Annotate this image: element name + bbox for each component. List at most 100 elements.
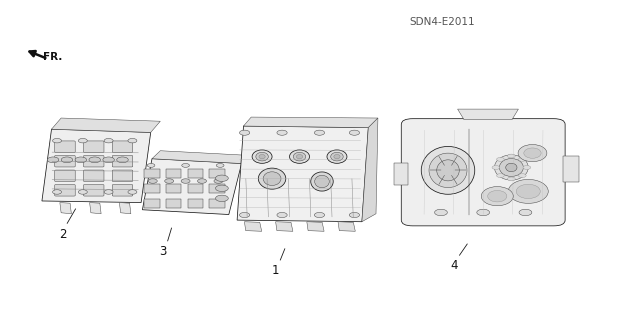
Text: FR.: FR. [43,52,62,63]
Text: 3: 3 [159,245,167,258]
Circle shape [497,158,504,161]
Ellipse shape [259,154,265,159]
Bar [563,156,579,182]
Polygon shape [60,203,71,214]
Ellipse shape [516,184,540,198]
Text: 1: 1 [271,264,279,277]
Circle shape [477,209,490,216]
Circle shape [216,164,224,167]
FancyBboxPatch shape [55,155,76,167]
FancyBboxPatch shape [55,170,76,182]
Ellipse shape [311,172,333,191]
Bar [209,184,225,193]
Circle shape [181,179,190,183]
Circle shape [52,138,61,143]
Text: SDN4-E2011: SDN4-E2011 [410,17,476,27]
Circle shape [78,138,87,143]
Polygon shape [458,109,518,120]
FancyBboxPatch shape [83,170,104,182]
Circle shape [497,174,504,177]
Circle shape [104,190,113,194]
Circle shape [198,179,207,183]
Polygon shape [338,222,355,231]
Circle shape [128,138,137,143]
Circle shape [78,190,87,194]
Circle shape [216,195,228,202]
Polygon shape [244,117,378,128]
FancyBboxPatch shape [112,185,132,196]
Text: 4: 4 [451,259,458,272]
Circle shape [435,209,447,216]
Ellipse shape [263,172,281,185]
Bar [145,184,160,193]
Circle shape [104,138,113,143]
Bar [145,169,160,178]
Circle shape [47,157,59,163]
Polygon shape [42,129,151,203]
Circle shape [182,164,189,167]
Circle shape [277,212,287,218]
Circle shape [116,157,128,163]
FancyBboxPatch shape [55,185,76,196]
Circle shape [349,212,360,218]
FancyBboxPatch shape [55,141,76,152]
FancyBboxPatch shape [112,170,132,182]
Bar [166,184,181,193]
Ellipse shape [421,146,475,194]
Circle shape [518,174,526,177]
Ellipse shape [429,153,467,188]
Ellipse shape [334,154,340,159]
Circle shape [508,177,515,181]
Circle shape [518,158,526,161]
Bar [188,169,203,178]
Ellipse shape [252,150,272,163]
Ellipse shape [331,152,343,161]
FancyBboxPatch shape [83,185,104,196]
Ellipse shape [293,152,306,161]
Circle shape [75,157,86,163]
FancyBboxPatch shape [83,155,104,167]
Polygon shape [237,126,369,222]
Bar [166,199,181,208]
Circle shape [216,175,228,182]
Ellipse shape [495,155,528,180]
Ellipse shape [524,148,541,158]
Polygon shape [119,203,131,214]
Ellipse shape [259,168,286,189]
FancyBboxPatch shape [83,141,104,152]
Circle shape [128,190,137,194]
Circle shape [239,212,250,218]
Bar [145,199,160,208]
Circle shape [214,179,223,183]
Ellipse shape [289,150,310,163]
Ellipse shape [327,150,347,163]
Polygon shape [142,159,242,214]
Polygon shape [152,151,251,164]
Ellipse shape [499,159,524,176]
Ellipse shape [518,145,547,162]
Circle shape [61,157,73,163]
Circle shape [314,212,324,218]
Polygon shape [307,222,324,231]
Circle shape [492,166,500,169]
Circle shape [103,157,115,163]
FancyBboxPatch shape [401,119,565,226]
Polygon shape [362,118,378,222]
Circle shape [349,130,360,135]
Circle shape [52,190,61,194]
Ellipse shape [508,179,548,204]
FancyBboxPatch shape [112,141,132,152]
Ellipse shape [436,160,460,181]
Circle shape [89,157,100,163]
Polygon shape [51,118,160,132]
FancyBboxPatch shape [112,155,132,167]
Circle shape [148,179,157,183]
Bar [166,169,181,178]
Circle shape [523,166,531,169]
Ellipse shape [506,163,517,172]
Circle shape [314,130,324,135]
Polygon shape [90,203,101,214]
Circle shape [164,179,173,183]
Bar [209,199,225,208]
Circle shape [508,154,515,158]
